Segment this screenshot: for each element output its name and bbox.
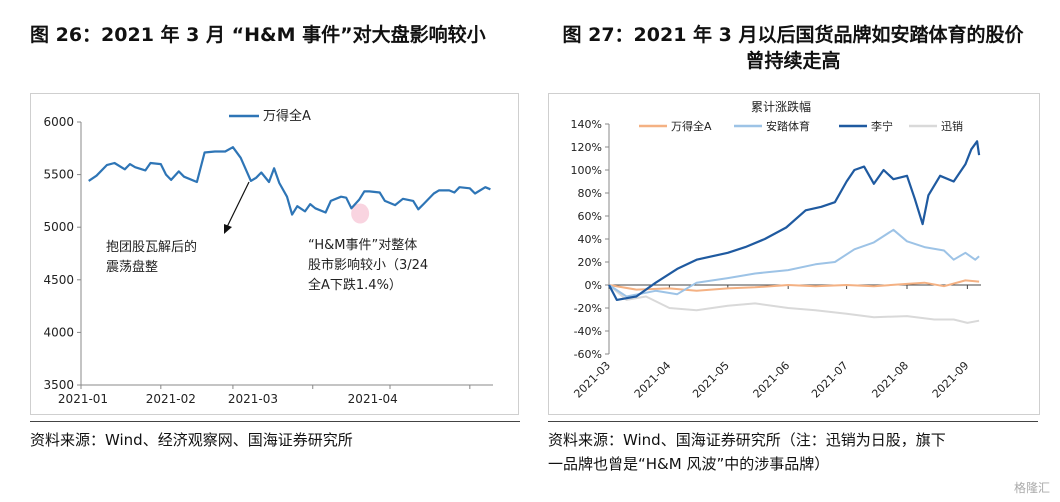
right-y-tick-label: -20% <box>574 302 602 315</box>
left-chart: 3500 4000 4500 5000 5500 6000 2021-01 2021-02 20… <box>43 108 493 406</box>
series-line-anta <box>608 228 980 298</box>
left-y-tick-label: 3500 <box>43 378 74 392</box>
right-y-tick-label: 20% <box>578 256 602 269</box>
right-chart-title: 累计涨跌幅 <box>751 99 811 114</box>
left-source-note: 资料来源：Wind、经济观察网、国海证券研究所 <box>30 431 353 449</box>
left-legend-label: 万得全A <box>263 108 311 124</box>
right-figure-title: 图 27：2021 年 3 月以后国货品牌如安踏体育的股价 曾持续走高 <box>548 22 1038 74</box>
annotation-consolidation-line1: 抱团股瓦解后的 <box>106 239 197 255</box>
annotation-hm-line2: 股市影响较小（3/24 <box>308 257 428 273</box>
right-y-tick-label: 120% <box>571 141 602 154</box>
left-y-tick-label: 4000 <box>43 325 74 339</box>
annotation-hm-line1: “H&M事件”对整体 <box>308 238 417 253</box>
right-legend-label: 万得全A <box>671 119 712 133</box>
right-title-line2: 曾持续走高 <box>745 50 841 72</box>
left-x-tick-label: 2021-01 <box>58 392 108 406</box>
right-source-line2: 一品牌也曾是“H&M 风波”中的涉事品牌） <box>548 455 830 473</box>
right-x-tick-label: 2021-03 <box>571 359 613 401</box>
right-title-line1: 图 27：2021 年 3 月以后国货品牌如安踏体育的股价 <box>562 24 1024 46</box>
right-x-tick-label: 2021-06 <box>751 359 793 401</box>
right-chart-frame: 累计涨跌幅 -60% -40% -20% 0% 20% 40% 60% 80% 100% 120% 1… <box>548 93 1040 415</box>
left-y-tick-label: 5000 <box>43 220 74 234</box>
right-chart: 累计涨跌幅 -60% -40% -20% 0% 20% 40% 60% 80% 100% 120% 1… <box>571 99 981 401</box>
left-y-tick-label: 6000 <box>43 115 74 129</box>
event-highlight-marker <box>351 203 370 224</box>
annotation-hm-line3: 全A下跌1.4%） <box>308 277 402 293</box>
right-y-tick-label: 140% <box>571 118 602 131</box>
right-x-tick-label: 2021-04 <box>632 359 674 401</box>
series-line-wande-a <box>608 279 980 292</box>
right-legend-label: 李宁 <box>871 119 893 133</box>
right-x-tick-label: 2021-09 <box>930 359 972 401</box>
left-x-tick-label: 2021-03 <box>228 392 278 406</box>
left-y-tick-label: 5500 <box>43 168 74 182</box>
left-y-tick-label: 4500 <box>43 273 74 287</box>
right-y-tick-label: 40% <box>578 233 602 246</box>
right-source-note: 资料来源：Wind、国海证券研究所（注：迅销为日股，旗下 一品牌也曾是“H&M … <box>548 428 1048 476</box>
right-x-tick-label: 2021-08 <box>869 359 911 401</box>
left-divider <box>30 421 520 422</box>
watermark: 格隆汇 <box>1013 481 1050 495</box>
right-x-tick-label: 2021-05 <box>690 359 732 401</box>
right-y-tick-label: 80% <box>578 187 602 200</box>
left-figure-title: 图 26：2021 年 3 月 “H&M 事件”对大盘影响较小 <box>30 24 486 46</box>
left-x-tick-label: 2021-02 <box>146 392 196 406</box>
left-x-tick-label: 2021-04 <box>348 392 398 406</box>
series-line-wande-a <box>88 146 491 216</box>
series-line-xunxiao <box>608 284 980 324</box>
annotation-arrow-head <box>224 224 232 234</box>
right-x-tick-label: 2021-07 <box>809 359 851 401</box>
right-legend-label: 迅销 <box>941 119 963 133</box>
right-y-tick-label: 0% <box>585 279 602 292</box>
annotation-consolidation-line2: 震荡盘整 <box>106 259 158 275</box>
right-y-tick-label: -60% <box>574 348 602 361</box>
right-source-line1: 资料来源：Wind、国海证券研究所（注：迅销为日股，旗下 <box>548 431 946 449</box>
right-y-tick-label: -40% <box>574 325 602 338</box>
left-chart-frame: 3500 4000 4500 5000 5500 6000 2021-01 2021-02 20… <box>30 93 519 415</box>
annotation-arrow-shaft <box>226 181 250 228</box>
right-y-tick-label: 60% <box>578 210 602 223</box>
right-y-tick-label: 100% <box>571 164 602 177</box>
right-divider <box>548 421 1038 422</box>
right-legend-label: 安踏体育 <box>766 119 810 133</box>
series-line-lining <box>608 140 981 301</box>
